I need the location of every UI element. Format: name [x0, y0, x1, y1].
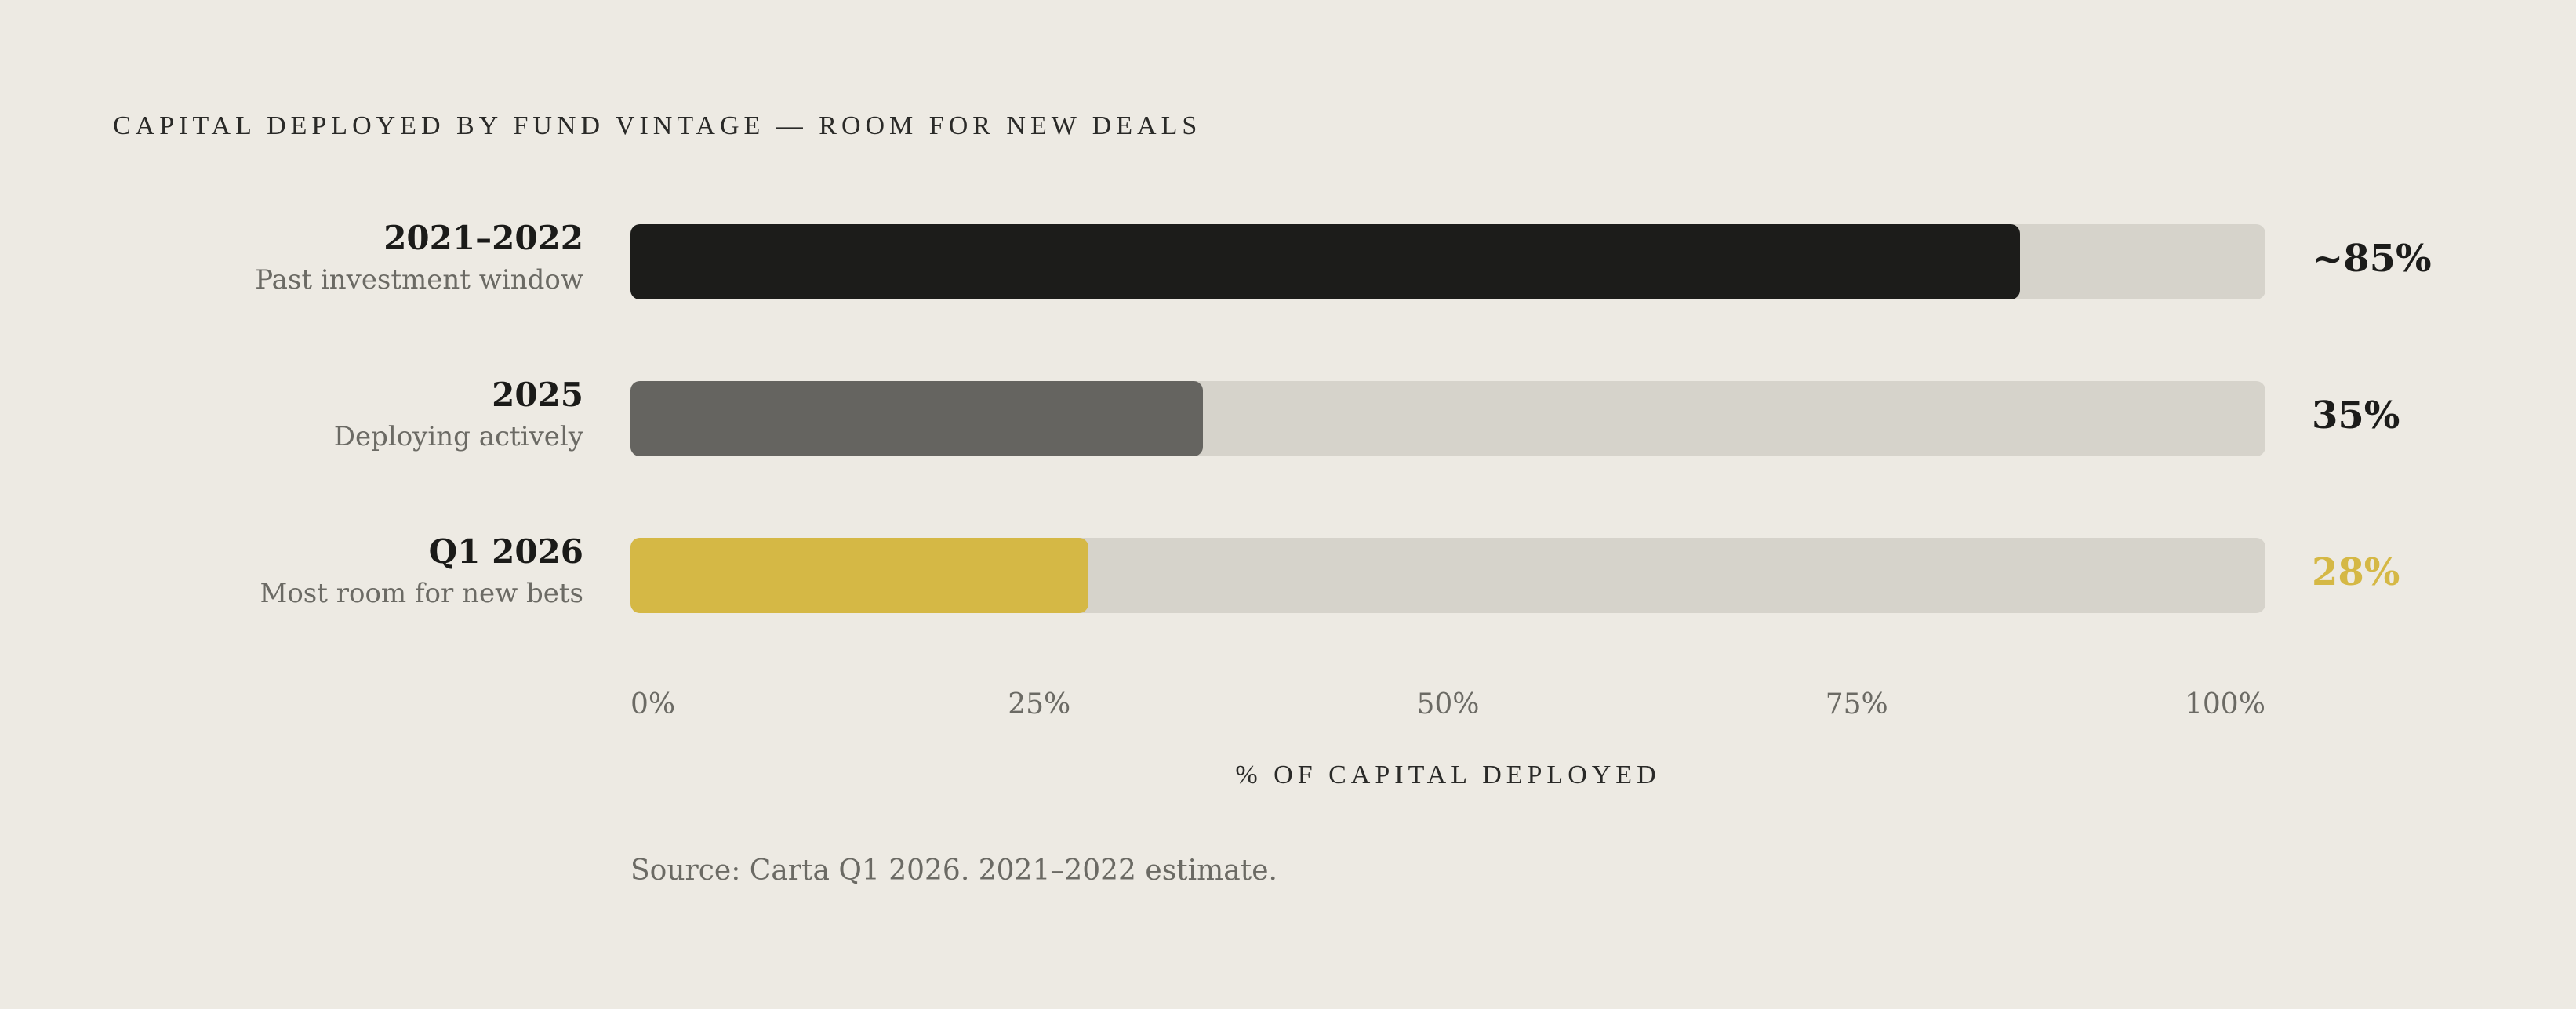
row-category-label: 2025 — [492, 376, 583, 414]
row-label: 2021–2022 Past investment window — [255, 218, 583, 298]
bar-track — [630, 381, 2265, 456]
bar-value-label: 35% — [2312, 394, 2400, 437]
row-category-sublabel: Deploying actively — [333, 421, 583, 452]
row-label: 2025 Deploying actively — [334, 375, 583, 455]
bar-value-label: 28% — [2312, 550, 2400, 594]
bar — [630, 224, 2021, 299]
chart-title: CAPITAL DEPLOYED BY FUND VINTAGE — ROOM … — [113, 111, 1202, 140]
x-tick-label: 75% — [1825, 688, 1888, 720]
x-tick-label: 100% — [2185, 688, 2265, 720]
bar — [630, 381, 1203, 456]
bar-track — [630, 224, 2265, 299]
row-category-label: Q1 2026 — [428, 532, 583, 571]
row-category-sublabel: Most room for new bets — [260, 578, 583, 609]
row-category-sublabel: Past investment window — [255, 264, 583, 296]
bar-value-label: ~85% — [2312, 237, 2432, 281]
source-note: Source: Carta Q1 2026. 2021–2022 estimat… — [630, 855, 1277, 887]
x-tick-label: 25% — [1008, 688, 1071, 720]
bar-track — [630, 538, 2265, 613]
x-tick-label: 50% — [1416, 688, 1480, 720]
x-tick-label: 0% — [630, 688, 676, 720]
row-label: Q1 2026 Most room for new bets — [260, 532, 583, 612]
bar — [630, 538, 1088, 613]
row-category-label: 2021–2022 — [383, 219, 583, 257]
x-axis-title: % OF CAPITAL DEPLOYED — [1235, 760, 1661, 789]
